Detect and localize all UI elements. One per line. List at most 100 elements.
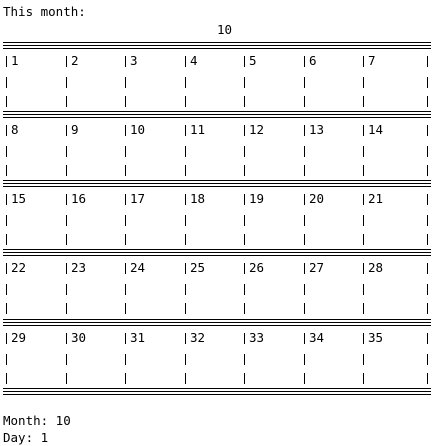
day-cell: 10	[125, 122, 184, 184]
cell-border	[304, 234, 305, 245]
cell-border	[244, 263, 245, 274]
cell-border	[363, 215, 364, 226]
cell-border	[244, 125, 245, 136]
cell-border	[244, 194, 245, 205]
day-cell: 28	[363, 260, 422, 322]
row-right-border	[427, 373, 428, 384]
day-number: 6	[309, 53, 317, 68]
cell-border	[244, 373, 245, 384]
separator-rule	[3, 318, 431, 327]
cell-border	[125, 146, 126, 157]
day-number: 12	[249, 122, 265, 137]
day-cell: 30	[66, 330, 125, 392]
cell-border	[244, 234, 245, 245]
cell-border	[244, 284, 245, 295]
cell-border	[66, 96, 67, 107]
cell-border	[363, 333, 364, 344]
cell-border	[244, 56, 245, 67]
day-number: 11	[190, 122, 206, 137]
day-cell: 3	[125, 53, 184, 115]
day-number: 2	[71, 53, 79, 68]
day-number: 22	[11, 260, 27, 275]
day-cell: 22	[6, 260, 65, 322]
cell-border	[125, 215, 126, 226]
day-cell: 4	[185, 53, 244, 115]
console-output: This month: 10 1 2 3 4 5 6 7 8 9 10 11 12 13 14 15 16 17…	[3, 3, 433, 445]
day-cell: 35	[363, 330, 422, 392]
cell-border	[304, 96, 305, 107]
day-cell: 15	[6, 191, 65, 253]
cell-border	[363, 146, 364, 157]
cell-border	[185, 284, 186, 295]
cell-border	[244, 165, 245, 176]
day-number: 35	[368, 330, 384, 345]
cell-border	[244, 96, 245, 107]
cell-border	[125, 165, 126, 176]
day-cell: 5	[244, 53, 303, 115]
cell-border	[125, 284, 126, 295]
day-number: 14	[368, 122, 384, 137]
cell-border	[244, 215, 245, 226]
footer-month-line: Month: 10	[3, 413, 71, 428]
cell-border	[304, 215, 305, 226]
cell-border	[66, 146, 67, 157]
day-cell: 14	[363, 122, 422, 184]
day-number: 25	[190, 260, 206, 275]
day-number: 17	[130, 191, 146, 206]
day-number: 10	[130, 122, 146, 137]
cell-border	[6, 96, 7, 107]
cell-border	[6, 373, 7, 384]
cell-border	[6, 284, 7, 295]
cell-border	[363, 284, 364, 295]
cell-border	[6, 194, 7, 205]
cell-border	[304, 146, 305, 157]
cell-border	[66, 234, 67, 245]
row-right-border	[427, 194, 428, 205]
day-cell: 9	[66, 122, 125, 184]
cell-border	[304, 303, 305, 314]
day-cell: 8	[6, 122, 65, 184]
row-right-border	[427, 354, 428, 365]
cell-border	[66, 333, 67, 344]
separator-rule	[3, 179, 431, 188]
separator-rule	[3, 41, 431, 50]
cell-border	[244, 303, 245, 314]
cell-border	[185, 165, 186, 176]
week-row: 8 9 10 11 12 13 14	[3, 122, 431, 184]
cell-border	[185, 373, 186, 384]
day-cell: 17	[125, 191, 184, 253]
cell-border	[185, 303, 186, 314]
cell-border	[363, 373, 364, 384]
cell-border	[66, 284, 67, 295]
cell-border	[125, 77, 126, 88]
cell-border	[66, 56, 67, 67]
header-label: This month:	[3, 4, 86, 19]
day-cell: 29	[6, 330, 65, 392]
cell-border	[363, 194, 364, 205]
cell-border	[6, 234, 7, 245]
day-number: 32	[190, 330, 206, 345]
cell-border	[304, 263, 305, 274]
cell-border	[185, 333, 186, 344]
day-cell: 19	[244, 191, 303, 253]
cell-border	[66, 373, 67, 384]
cell-border	[125, 333, 126, 344]
day-cell: 31	[125, 330, 184, 392]
day-number: 13	[309, 122, 325, 137]
day-number: 21	[368, 191, 384, 206]
row-right-border	[427, 333, 428, 344]
day-number: 20	[309, 191, 325, 206]
cell-border	[244, 146, 245, 157]
separator-rule	[3, 387, 431, 396]
day-cell: 2	[66, 53, 125, 115]
cell-border	[304, 194, 305, 205]
separator-rule	[3, 110, 431, 119]
day-number: 9	[71, 122, 79, 137]
day-cell: 13	[304, 122, 363, 184]
day-cell: 24	[125, 260, 184, 322]
week-row: 15 16 17 18 19 20 21	[3, 191, 431, 253]
cell-border	[6, 263, 7, 274]
day-number: 26	[249, 260, 265, 275]
cell-border	[66, 215, 67, 226]
day-number: 3	[130, 53, 138, 68]
